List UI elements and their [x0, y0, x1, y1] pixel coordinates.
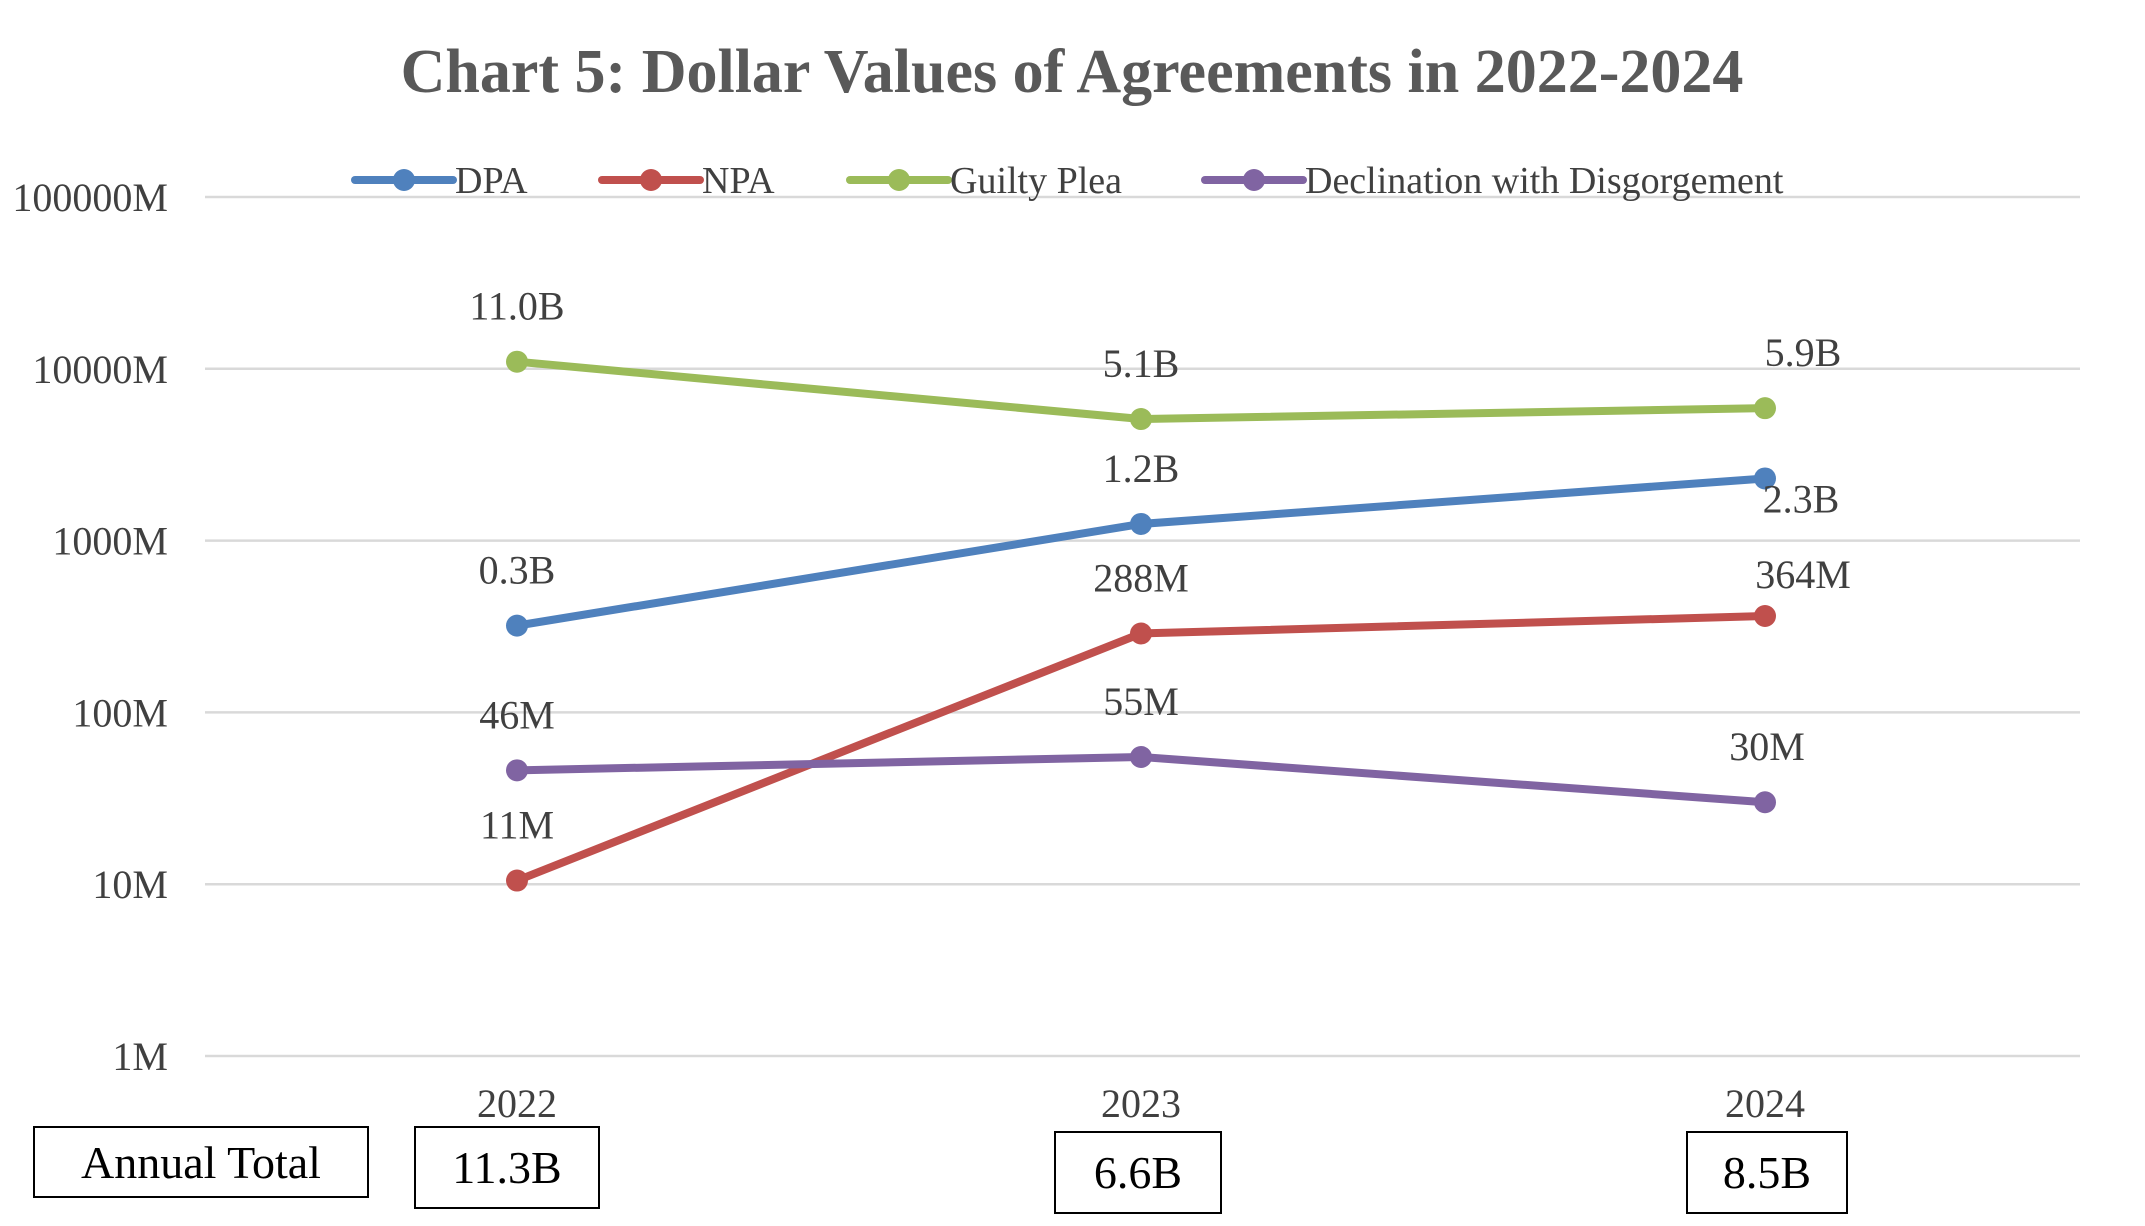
data-label-Guilty Plea-2024: 5.9B: [1765, 330, 1842, 375]
x-axis-ticks: 2022 2023 2024: [477, 1081, 1805, 1126]
legend-swatch-marker: [1243, 169, 1265, 191]
data-label-DPA-2022: 0.3B: [479, 548, 556, 593]
annual-total-2023: 6.6B: [1054, 1131, 1222, 1214]
data-point-Declination with Disgorgement-2023: [1130, 746, 1152, 769]
data-point-DPA-2024: [1754, 467, 1776, 490]
y-tick-label: 1000M: [52, 519, 168, 564]
y-axis-ticks: 1M 10M 100M 1000M 10000M 100000M: [12, 175, 168, 1079]
legend-label: Declination with Disgorgement: [1305, 160, 1784, 202]
data-point-DPA-2023: [1130, 512, 1152, 535]
data-label-NPA-2022: 11M: [480, 803, 554, 848]
data-label-NPA-2023: 288M: [1093, 555, 1189, 600]
series-line-DPA: [513, 474, 1769, 630]
data-point-Declination with Disgorgement-2022: [506, 759, 528, 782]
data-label-DPA-2023: 1.2B: [1103, 446, 1180, 491]
data-point-NPA-2023: [1130, 622, 1152, 645]
y-tick-label: 10M: [92, 862, 168, 907]
legend-label: DPA: [455, 160, 528, 202]
legend-swatch-marker: [393, 169, 415, 191]
legend-swatch-marker: [640, 169, 662, 191]
y-tick-label: 100M: [72, 690, 168, 735]
data-point-Declination with Disgorgement-2024: [1754, 791, 1776, 814]
series: [506, 350, 1776, 892]
annual-total-2024: 8.5B: [1686, 1131, 1848, 1214]
legend-label: Guilty Plea: [950, 160, 1122, 202]
data-label-Guilty Plea-2023: 5.1B: [1103, 341, 1180, 386]
chart-title: Chart 5: Dollar Values of Agreements in …: [401, 38, 1744, 106]
data-point-DPA-2022: [506, 614, 528, 637]
data-label-DPA-2024: 2.3B: [1763, 476, 1840, 521]
y-tick-label: 1M: [112, 1034, 168, 1079]
y-tick-label: 10000M: [32, 347, 168, 392]
data-labels: 0.3B 1.2B 2.3B 11M 288M 364M 11.0B 5.1B 5.9B 46M 5…: [469, 284, 1850, 848]
data-label-Declination with Disgorgement-2024: 30M: [1729, 724, 1805, 769]
data-label-Declination with Disgorgement-2023: 55M: [1103, 679, 1179, 724]
x-tick-label-2022: 2022: [477, 1081, 557, 1126]
data-label-NPA-2024: 364M: [1755, 552, 1851, 597]
data-point-NPA-2022: [506, 869, 528, 892]
data-point-Guilty Plea-2023: [1130, 408, 1152, 431]
legend: DPA NPA Guilty Plea Declination with Disgor…: [351, 160, 1784, 202]
data-point-Guilty Plea-2022: [506, 350, 528, 373]
data-label-Guilty Plea-2022: 11.0B: [469, 284, 564, 329]
y-tick-label: 100000M: [12, 175, 168, 220]
legend-swatch-marker: [888, 169, 910, 191]
legend-label: NPA: [702, 160, 775, 202]
x-tick-label-2023: 2023: [1101, 1081, 1181, 1126]
data-label-Declination with Disgorgement-2022: 46M: [479, 692, 555, 737]
annual-total-2022: 11.3B: [414, 1126, 600, 1209]
x-tick-label-2024: 2024: [1725, 1081, 1805, 1126]
data-point-Guilty Plea-2024: [1754, 397, 1776, 420]
annual-total-label: Annual Total: [33, 1126, 369, 1198]
data-point-NPA-2024: [1754, 605, 1776, 628]
